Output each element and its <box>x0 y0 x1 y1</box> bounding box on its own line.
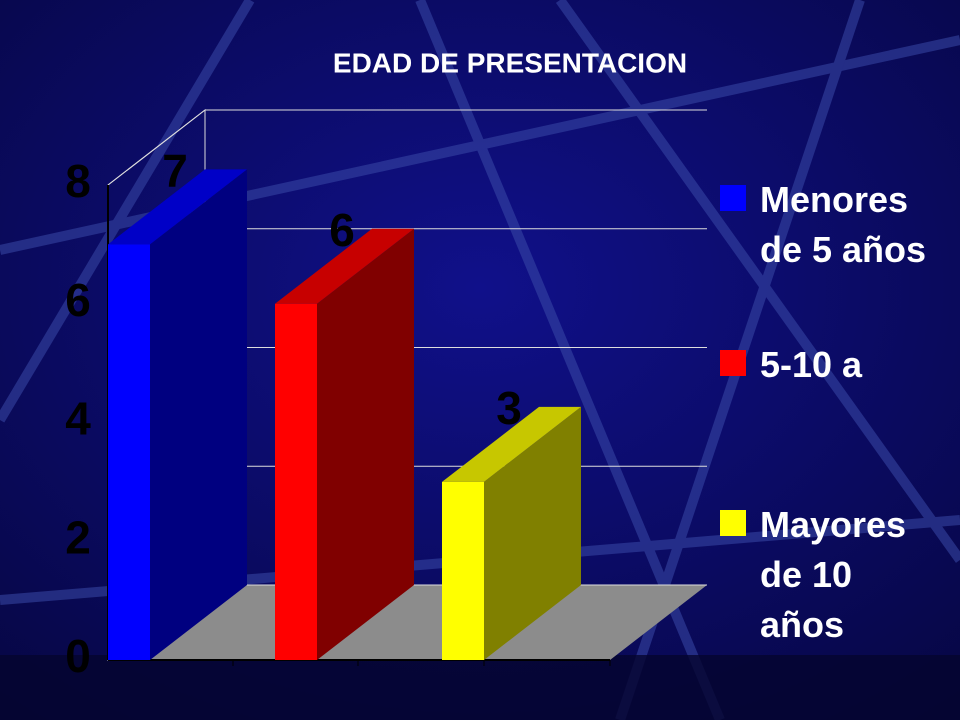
bar-side <box>150 169 247 660</box>
y-tick-label: 2 <box>65 511 91 563</box>
y-tick-label: 8 <box>65 155 91 207</box>
bar-top <box>442 406 581 482</box>
floor <box>108 585 707 660</box>
legend-swatch <box>720 510 746 536</box>
bar-top <box>275 228 414 304</box>
y-tick-label: 0 <box>65 630 91 682</box>
legend-label: 5-10 a <box>760 344 863 385</box>
y-tick-label: 4 <box>65 393 91 445</box>
bar-top <box>108 169 247 245</box>
bar-side <box>317 228 414 660</box>
bar-side <box>484 406 581 660</box>
bar <box>275 303 317 660</box>
y-tick-label: 6 <box>65 274 91 326</box>
grid-line <box>107 109 206 186</box>
value-label: 7 <box>162 145 188 197</box>
value-label: 6 <box>329 204 355 256</box>
legend-label: Menores de 5 años <box>760 179 927 270</box>
legend-swatch <box>720 185 746 211</box>
floor-band <box>0 655 960 720</box>
chart-title: EDAD DE PRESENTACION <box>333 47 687 78</box>
bar <box>442 481 484 660</box>
bar <box>108 244 150 660</box>
value-label: 3 <box>496 382 522 434</box>
legend-label: Mayores de 10 años <box>760 504 907 645</box>
legend-swatch <box>720 350 746 376</box>
